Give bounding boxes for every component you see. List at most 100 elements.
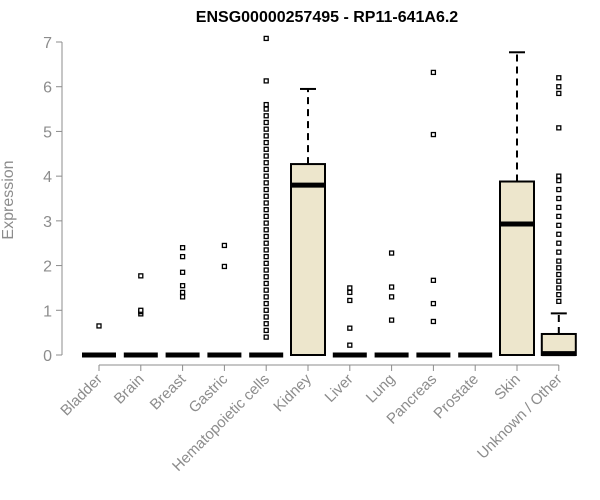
outlier-point — [556, 75, 562, 81]
box-group — [540, 75, 577, 357]
outlier-point — [556, 186, 562, 193]
outlier-point — [263, 280, 269, 287]
outlier-point — [556, 125, 562, 131]
outlier-point — [556, 258, 562, 264]
box-group — [374, 250, 409, 358]
outlier-point — [263, 300, 269, 307]
outlier-point — [263, 247, 269, 253]
outlier-point — [263, 240, 269, 246]
box-group — [207, 242, 242, 358]
y-tick-label: 6 — [43, 80, 52, 97]
box-group — [249, 35, 284, 358]
outlier-point — [263, 113, 269, 119]
outlier-point — [179, 289, 186, 296]
x-tick-label: Skin — [491, 371, 524, 404]
outlier-point — [263, 314, 269, 320]
outlier-point — [263, 220, 269, 226]
outlier-point — [263, 119, 269, 126]
x-tick-label: Prostate — [430, 371, 482, 423]
outlier-point — [263, 153, 269, 159]
outlier-point — [138, 273, 144, 279]
outlier-point — [96, 323, 102, 329]
outlier-point — [347, 297, 353, 304]
outlier-point — [388, 317, 395, 323]
box-group — [416, 69, 451, 358]
outlier-point — [556, 291, 562, 298]
box-group — [82, 323, 116, 358]
outlier-point — [430, 131, 437, 138]
y-tick-label: 0 — [43, 348, 52, 365]
outlier-point — [556, 285, 562, 291]
outlier-point — [179, 283, 186, 289]
outlier-point — [556, 213, 562, 220]
outlier-point — [263, 166, 269, 173]
x-tick-label: Liver — [322, 371, 357, 406]
outlier-point — [388, 294, 395, 300]
outlier-point — [263, 186, 269, 193]
box-group — [123, 273, 158, 358]
outlier-point — [263, 227, 269, 233]
y-tick-label: 2 — [43, 259, 52, 276]
chart-title: ENSG00000257495 - RP11-641A6.2 — [196, 9, 459, 26]
outlier-point — [347, 325, 353, 331]
outlier-point — [263, 213, 269, 220]
outlier-point — [263, 160, 269, 166]
outlier-point — [556, 195, 562, 202]
outlier-point — [556, 173, 562, 179]
outlier-point — [263, 193, 269, 199]
outlier-point — [430, 277, 437, 283]
y-axis: 0 1 2 3 4 5 6 7 — [43, 35, 63, 365]
outlier-point — [556, 222, 562, 228]
y-tick-label: 7 — [43, 35, 52, 52]
outlier-point — [388, 250, 395, 256]
box-group — [499, 51, 535, 356]
y-axis-label: Expression — [0, 160, 17, 239]
outlier-point — [556, 90, 562, 97]
outlier-point — [556, 177, 562, 184]
outlier-point — [430, 300, 437, 307]
x-tick-label: Brain — [111, 371, 148, 408]
outlier-point — [263, 287, 269, 293]
box-group — [165, 245, 200, 358]
outlier-point — [263, 307, 269, 313]
outlier-point — [556, 298, 562, 304]
outlier-point — [263, 260, 269, 266]
outlier-point — [347, 342, 353, 348]
y-tick-label: 4 — [43, 169, 52, 186]
y-tick-label: 3 — [43, 214, 52, 231]
outlier-point — [263, 274, 269, 280]
outlier-point — [556, 249, 562, 255]
outlier-point — [263, 334, 269, 340]
outlier-point — [556, 278, 562, 284]
outlier-point — [263, 200, 269, 206]
x-tick-label: Breast — [147, 370, 190, 413]
outlier-point — [263, 327, 269, 334]
box-group — [290, 87, 326, 356]
box-group — [332, 285, 367, 358]
y-tick-label: 5 — [43, 124, 52, 141]
outlier-point — [556, 265, 562, 271]
outlier-point — [179, 269, 186, 275]
outlier-point — [263, 233, 269, 240]
x-tick-label: Bladder — [57, 371, 106, 420]
outlier-point — [263, 267, 269, 273]
outlier-point — [138, 307, 144, 313]
outlier-point — [263, 101, 269, 108]
outlier-point — [263, 321, 269, 327]
outlier-point — [263, 35, 269, 42]
outlier-point — [556, 84, 562, 90]
y-tick-label: 1 — [43, 303, 52, 320]
outlier-point — [179, 253, 186, 260]
boxes — [82, 35, 577, 358]
outlier-point — [221, 263, 228, 270]
outlier-point — [430, 69, 437, 76]
outlier-point — [263, 173, 269, 179]
outlier-point — [556, 240, 562, 246]
box-iqr — [290, 163, 326, 356]
outlier-point — [221, 242, 228, 249]
outlier-point — [263, 139, 269, 146]
outlier-point — [263, 106, 269, 112]
